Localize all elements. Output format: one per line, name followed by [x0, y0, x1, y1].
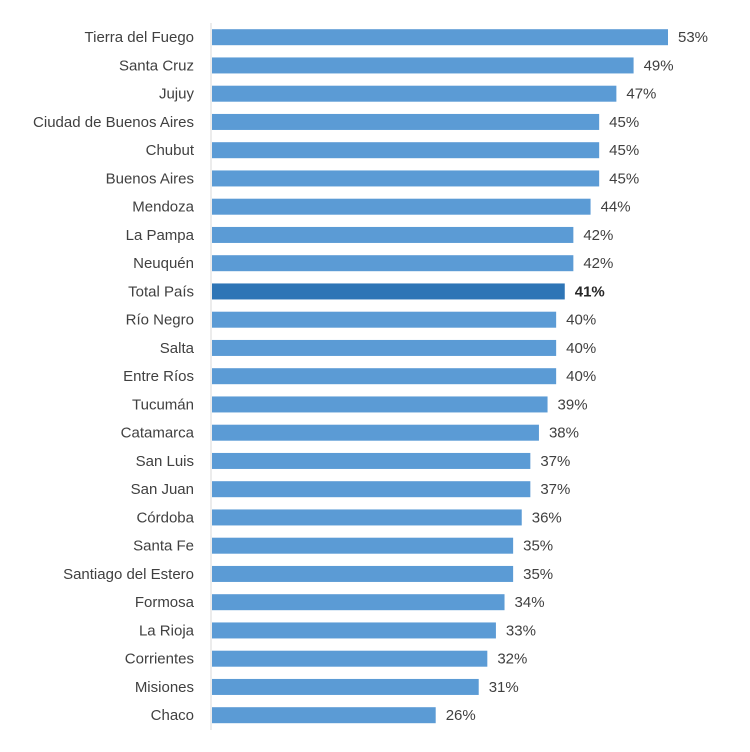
category-label: Misiones: [135, 679, 194, 696]
category-label: Santiago del Estero: [63, 566, 194, 583]
category-label: La Pampa: [126, 227, 195, 244]
value-label: 35%: [523, 538, 553, 555]
category-label: La Rioja: [139, 622, 195, 639]
value-label: 53%: [678, 29, 708, 46]
category-label: Chubut: [146, 142, 195, 159]
category-label: Corrientes: [125, 651, 194, 668]
bar-río-negro: [212, 311, 557, 328]
category-label: Entre Ríos: [123, 368, 194, 385]
category-label: Ciudad de Buenos Aires: [33, 114, 194, 131]
bar-formosa: [212, 594, 505, 611]
category-label: Catamarca: [121, 425, 195, 442]
bar-santa-cruz: [212, 57, 634, 74]
category-label: San Luis: [136, 453, 194, 470]
value-label: 38%: [549, 425, 579, 442]
value-labels-group: 53%49% 47% 45% 45% 45% 44% 42% 42% 41% 40% 40% 40% 3…: [446, 29, 708, 724]
value-label: 49%: [644, 57, 674, 74]
bar-misiones: [212, 678, 479, 695]
category-label: Jujuy: [159, 86, 195, 103]
bar-córdoba: [212, 509, 522, 526]
bar-la-rioja: [212, 622, 496, 639]
category-label: Total País: [128, 283, 194, 300]
bar-total-país: [212, 283, 565, 300]
bar-chubut: [212, 142, 600, 159]
category-label: Chaco: [151, 707, 194, 724]
category-label: Salta: [160, 340, 195, 357]
value-label: 31%: [489, 679, 519, 696]
bar-ciudad-de-buenos-aires: [212, 113, 600, 130]
category-label: Córdoba: [136, 509, 194, 526]
bar-buenos-aires: [212, 170, 600, 187]
category-label: Mendoza: [132, 199, 194, 216]
value-label: 47%: [626, 86, 656, 103]
value-label: 45%: [609, 170, 639, 187]
value-label: 40%: [566, 340, 596, 357]
value-label: 37%: [540, 453, 570, 470]
bar-san-juan: [212, 481, 531, 498]
value-label: 44%: [601, 199, 631, 216]
bar-tierra-del-fuego: [212, 29, 668, 46]
value-label: 41%: [575, 283, 605, 300]
bar-entre-ríos: [212, 368, 557, 385]
value-label: 35%: [523, 566, 553, 583]
category-label: Formosa: [135, 594, 195, 611]
category-label: Tierra del Fuego: [85, 29, 195, 46]
value-label: 37%: [540, 481, 570, 498]
value-label: 40%: [566, 368, 596, 385]
bar-tucumán: [212, 396, 548, 413]
value-label: 42%: [583, 227, 613, 244]
bar-jujuy: [212, 85, 617, 102]
category-label: San Juan: [131, 481, 194, 498]
value-label: 40%: [566, 312, 596, 329]
bars-group: [212, 29, 668, 724]
value-label: 39%: [558, 396, 588, 413]
category-label: Santa Fe: [133, 538, 194, 555]
category-label: Buenos Aires: [106, 170, 194, 187]
bar-salta: [212, 339, 557, 356]
category-label: Neuquén: [133, 255, 194, 272]
value-label: 45%: [609, 114, 639, 131]
bar-mendoza: [212, 198, 591, 215]
bar-neuquén: [212, 255, 574, 272]
bar-santiago-del-estero: [212, 565, 514, 582]
value-label: 45%: [609, 142, 639, 159]
value-label: 26%: [446, 707, 476, 724]
value-label: 36%: [532, 509, 562, 526]
category-label: Santa Cruz: [119, 57, 194, 74]
bar-san-luis: [212, 452, 531, 469]
bar-santa-fe: [212, 537, 514, 554]
bar-la-pampa: [212, 226, 574, 243]
category-label: Tucumán: [132, 396, 194, 413]
category-label: Río Negro: [126, 312, 194, 329]
value-label: 42%: [583, 255, 613, 272]
bar-chaco: [212, 707, 436, 724]
value-label: 32%: [497, 651, 527, 668]
value-label: 33%: [506, 622, 536, 639]
category-labels-group: Tierra del Fuego Santa Cruz Jujuy Ciudad de…: [33, 29, 195, 724]
bar-corrientes: [212, 650, 488, 667]
value-label: 34%: [515, 594, 545, 611]
bar-catamarca: [212, 424, 539, 441]
